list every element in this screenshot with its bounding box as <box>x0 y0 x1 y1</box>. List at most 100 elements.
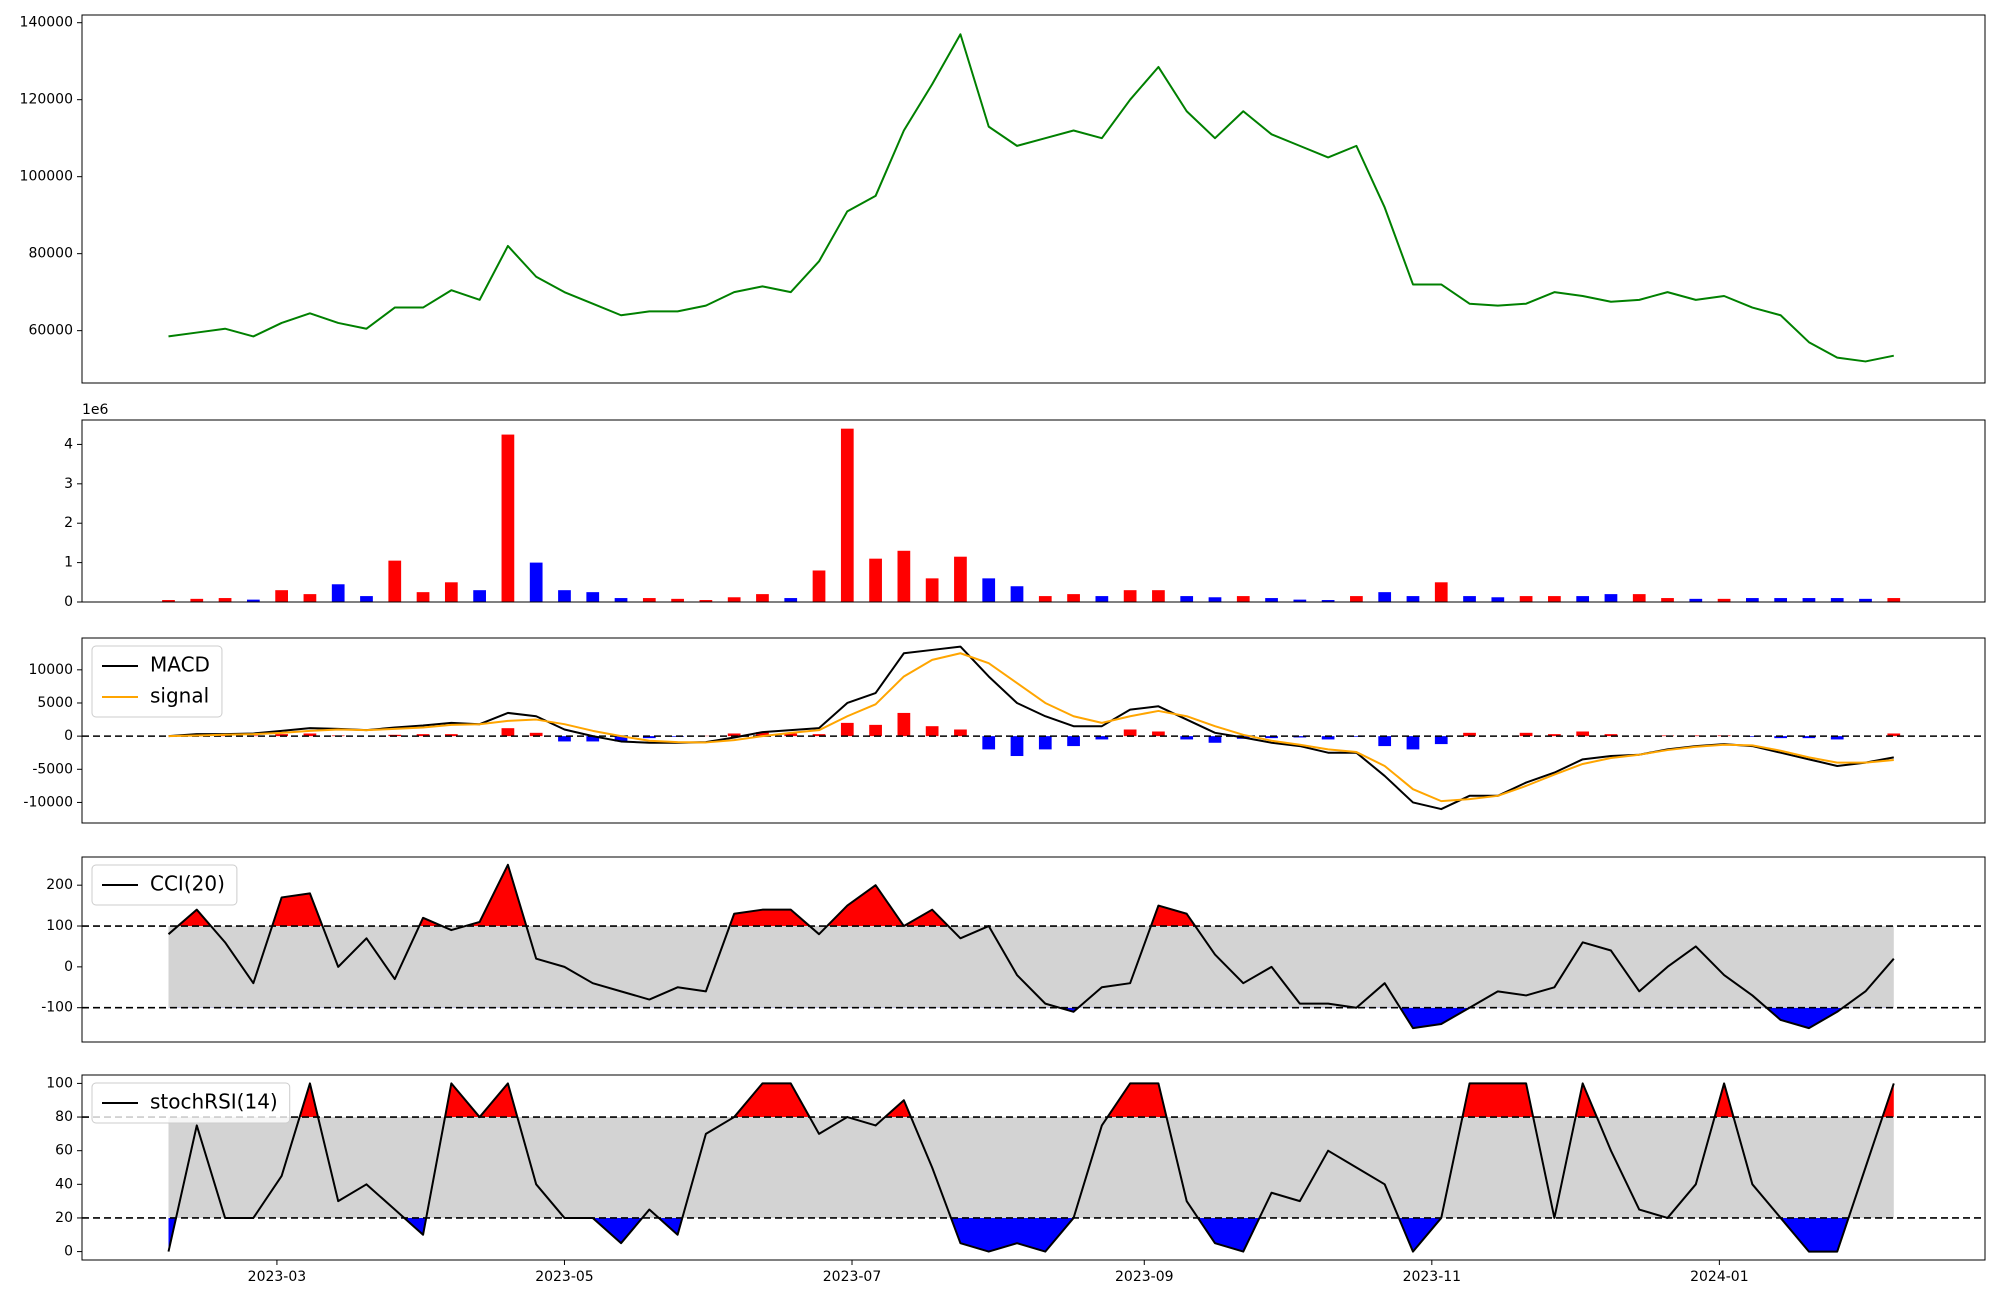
y-tick-label: -10000 <box>23 794 73 810</box>
volume-bar <box>1406 596 1420 602</box>
volume-bar <box>954 556 967 602</box>
volume-bar <box>1067 594 1080 602</box>
volume-bar <box>388 560 402 602</box>
volume-bar <box>1010 586 1024 602</box>
y-tick-label: 100 <box>46 918 73 934</box>
y-tick-label: -100 <box>41 1000 73 1016</box>
x-tick-label: 2024-01 <box>1690 1269 1749 1285</box>
y-tick-label: 0 <box>64 594 73 610</box>
volume-bar <box>360 596 373 602</box>
legend: stochRSI(14) <box>91 1082 291 1124</box>
volume-bar <box>246 599 260 602</box>
volume-bar <box>1604 594 1618 602</box>
volume-bar <box>1095 596 1109 602</box>
y-tick-label: 5000 <box>37 695 73 711</box>
volume-bar <box>1152 590 1165 602</box>
y-tick-label: 0 <box>64 728 73 744</box>
volume-bar <box>190 598 204 602</box>
volume-bar <box>303 594 317 602</box>
neutral-band <box>168 926 1894 1008</box>
volume-bar <box>1746 598 1759 602</box>
volume-bar <box>501 434 515 602</box>
histogram-bar <box>529 732 543 737</box>
axes-frame <box>81 419 1986 603</box>
volume-bar <box>1463 596 1476 602</box>
axes-frame <box>81 637 1986 824</box>
volume-bar <box>897 550 911 602</box>
y-tick-label: 120000 <box>20 92 73 108</box>
volume-bar <box>1321 600 1335 602</box>
volume-bar <box>1293 599 1307 602</box>
y-tick-label: 80 <box>55 1109 73 1125</box>
volume-bar <box>1265 598 1278 602</box>
histogram-bar <box>784 733 798 737</box>
histogram-bar <box>1887 733 1901 737</box>
volume-bar <box>1548 596 1561 602</box>
histogram-bar <box>1208 736 1222 743</box>
volume-bar <box>416 592 430 602</box>
volume-bar <box>275 590 288 602</box>
volume-bar <box>1350 596 1363 602</box>
overbought-fill <box>168 864 1894 927</box>
histogram-bar <box>1406 736 1420 750</box>
histogram-bar <box>1010 736 1024 757</box>
histogram-bar <box>586 736 600 742</box>
y-tick-label: 1 <box>64 555 73 571</box>
legend: MACD signal <box>91 645 223 718</box>
volume-bar <box>1859 598 1872 602</box>
series-line <box>168 33 1894 363</box>
volume-bar <box>925 578 939 602</box>
volume-bar <box>614 598 628 602</box>
histogram-bar <box>1378 736 1392 747</box>
panel: -10000 -5000 0 5000 10000 MACD signal <box>23 637 1986 824</box>
histogram-bar <box>303 733 317 737</box>
volume-bar <box>671 598 684 602</box>
y-tick-label: 100 <box>46 1075 73 1091</box>
legend-label: signal <box>150 684 209 708</box>
histogram-bar <box>897 712 911 737</box>
y-tick-label: 60000 <box>28 323 73 339</box>
histogram-bar <box>840 722 854 737</box>
series-line <box>167 863 1895 1030</box>
volume-bar <box>1717 598 1731 602</box>
x-tick-label: 2023-03 <box>248 1269 307 1285</box>
y-tick-label: 40 <box>55 1176 73 1192</box>
histogram-bar <box>642 736 656 739</box>
histogram-bar <box>869 724 882 737</box>
volume-bar <box>982 578 996 602</box>
volume-bar <box>1378 592 1392 602</box>
volume-bar <box>784 598 798 602</box>
y-offset-label: 1e6 <box>82 402 109 418</box>
histogram-bar <box>756 732 769 737</box>
histogram-bar <box>1123 729 1137 737</box>
legend-label: MACD <box>150 653 210 677</box>
volume-bar <box>1491 597 1505 602</box>
histogram-bar <box>1038 736 1052 750</box>
volume-bar <box>444 582 458 602</box>
x-tick-label: 2023-09 <box>1115 1269 1174 1285</box>
histogram-bar <box>1434 736 1448 745</box>
histogram-bar <box>1746 736 1759 737</box>
histogram-bar <box>275 734 288 737</box>
y-tick-label: 20 <box>55 1210 73 1226</box>
histogram-bar <box>1293 736 1307 738</box>
axes-frame <box>81 856 1986 1043</box>
histogram-bar <box>1774 736 1788 739</box>
histogram-bar <box>1067 736 1080 747</box>
histogram-bar <box>1265 736 1278 739</box>
histogram-bar <box>1689 735 1703 737</box>
volume-bar <box>473 590 486 602</box>
volume-bar <box>1236 596 1250 602</box>
volume-bar <box>162 600 175 602</box>
histogram-bar <box>558 736 571 742</box>
volume-bar <box>1689 598 1703 602</box>
legend-box <box>91 645 223 718</box>
histogram-bar <box>954 729 967 737</box>
volume-bar <box>1576 596 1590 602</box>
y-tick-label: 3 <box>64 476 73 492</box>
histogram-bar <box>1463 732 1476 737</box>
histogram-bar <box>1180 736 1194 740</box>
volume-bar <box>642 598 656 602</box>
histogram-bar <box>614 736 628 742</box>
